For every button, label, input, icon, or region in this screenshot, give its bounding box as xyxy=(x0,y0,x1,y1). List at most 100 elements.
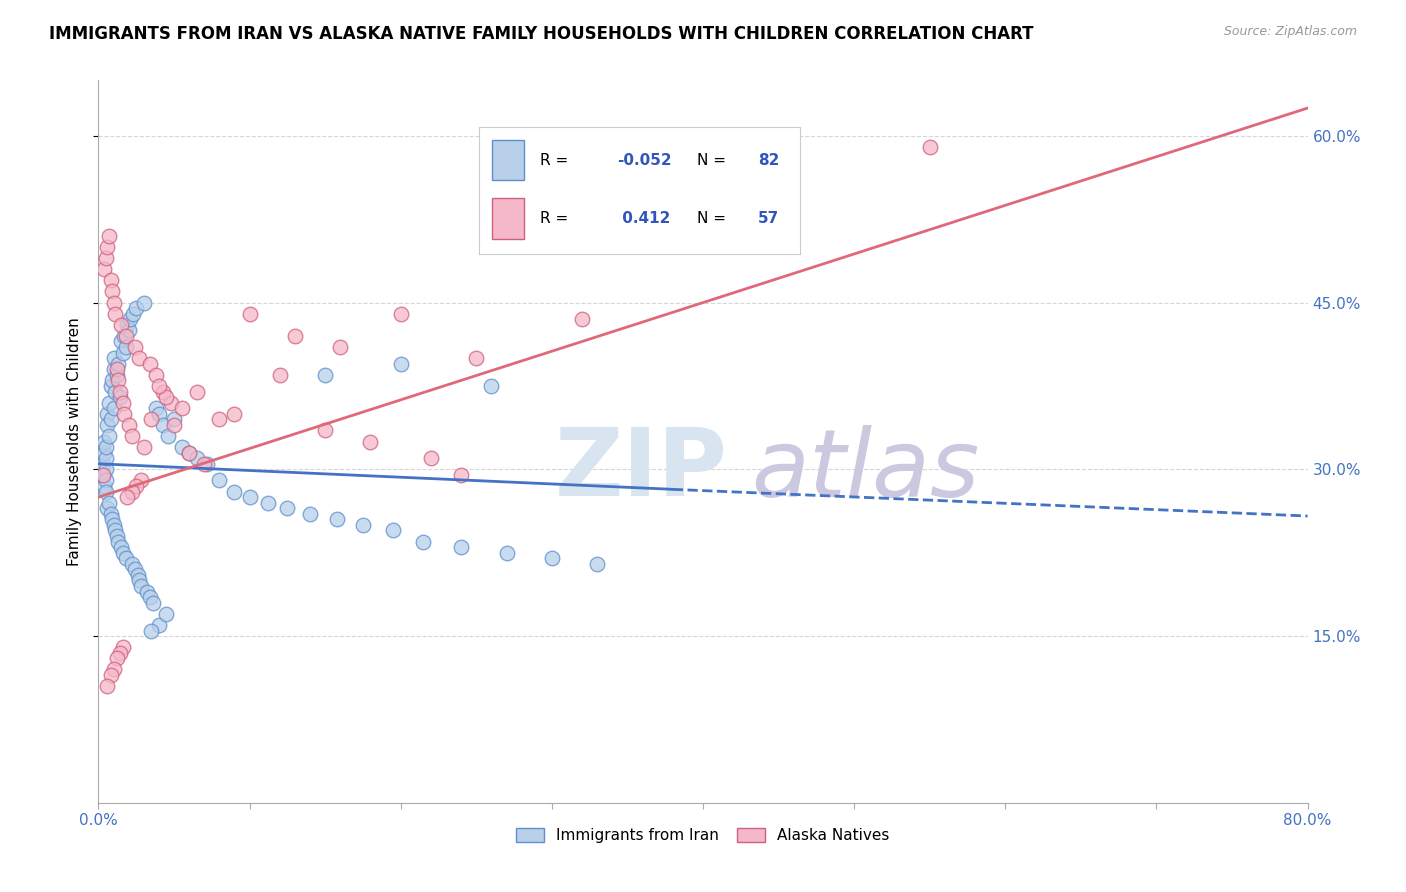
Text: atlas: atlas xyxy=(751,425,980,516)
Point xyxy=(128,574,150,588)
Point xyxy=(128,351,150,366)
Point xyxy=(139,357,162,371)
Point xyxy=(110,540,132,554)
Point xyxy=(155,607,177,621)
Point xyxy=(105,362,128,376)
Point xyxy=(314,368,336,382)
Point xyxy=(571,312,593,326)
Point xyxy=(148,407,170,421)
Point xyxy=(179,445,201,459)
Point xyxy=(118,417,141,432)
Point xyxy=(124,562,146,576)
Point xyxy=(104,384,127,399)
Point xyxy=(314,424,336,438)
Point xyxy=(94,484,117,499)
Point xyxy=(256,496,278,510)
Point xyxy=(120,312,142,326)
Text: Source: ZipAtlas.com: Source: ZipAtlas.com xyxy=(1223,25,1357,38)
Point xyxy=(148,379,170,393)
Point xyxy=(94,451,117,466)
Point xyxy=(111,345,134,359)
Point xyxy=(96,501,118,516)
Point xyxy=(450,467,472,482)
Point xyxy=(114,551,136,566)
Point xyxy=(284,329,307,343)
Point xyxy=(495,546,517,560)
Point xyxy=(108,390,131,404)
Point xyxy=(115,318,138,332)
Point xyxy=(110,334,132,349)
Point xyxy=(94,440,117,454)
Point xyxy=(163,412,186,426)
Point xyxy=(91,457,114,471)
Point xyxy=(98,228,121,243)
Point xyxy=(103,517,125,532)
Point xyxy=(186,384,208,399)
Point xyxy=(195,457,218,471)
Point xyxy=(450,540,472,554)
Point xyxy=(108,646,131,660)
Point xyxy=(98,429,121,443)
Point xyxy=(132,295,155,310)
Point xyxy=(127,568,149,582)
Point xyxy=(148,618,170,632)
Point xyxy=(193,457,215,471)
Point xyxy=(107,373,129,387)
Point xyxy=(100,507,122,521)
Point xyxy=(103,351,125,366)
Point xyxy=(389,307,412,321)
Point xyxy=(224,484,246,499)
Point xyxy=(129,474,152,488)
Point xyxy=(239,307,262,321)
Point xyxy=(276,501,298,516)
Point xyxy=(224,407,246,421)
Point xyxy=(179,445,201,459)
Point xyxy=(107,534,129,549)
Point xyxy=(129,579,152,593)
Point xyxy=(103,662,125,676)
Point xyxy=(103,295,125,310)
Point xyxy=(299,507,322,521)
Point xyxy=(125,479,148,493)
Point xyxy=(100,379,122,393)
Point xyxy=(93,262,115,277)
Point xyxy=(96,240,118,254)
Point xyxy=(101,285,124,299)
Point xyxy=(141,624,163,638)
Point xyxy=(326,512,349,526)
Point xyxy=(96,679,118,693)
Point xyxy=(108,384,131,399)
Point xyxy=(155,390,177,404)
Point xyxy=(141,412,163,426)
Point xyxy=(122,307,145,321)
Y-axis label: Family Households with Children: Family Households with Children xyxy=(67,318,83,566)
Point xyxy=(352,517,374,532)
Point xyxy=(118,323,141,337)
Point xyxy=(382,524,405,538)
Point xyxy=(94,462,117,476)
Point xyxy=(110,318,132,332)
Point xyxy=(112,329,135,343)
Point xyxy=(104,524,127,538)
Point xyxy=(329,340,352,354)
Point xyxy=(142,596,165,610)
Point xyxy=(170,401,193,416)
Point xyxy=(918,140,941,154)
Point xyxy=(96,417,118,432)
Point xyxy=(152,384,174,399)
Point xyxy=(93,445,115,459)
Point xyxy=(465,351,488,366)
Point xyxy=(103,401,125,416)
Point xyxy=(107,357,129,371)
Point xyxy=(360,434,382,449)
Text: ZIP: ZIP xyxy=(554,425,727,516)
Point xyxy=(208,412,231,426)
Point xyxy=(170,440,193,454)
Point xyxy=(586,557,609,571)
Point xyxy=(481,379,503,393)
Point xyxy=(112,407,135,421)
Point xyxy=(100,412,122,426)
Point xyxy=(101,512,124,526)
Point xyxy=(124,340,146,354)
Point xyxy=(114,329,136,343)
